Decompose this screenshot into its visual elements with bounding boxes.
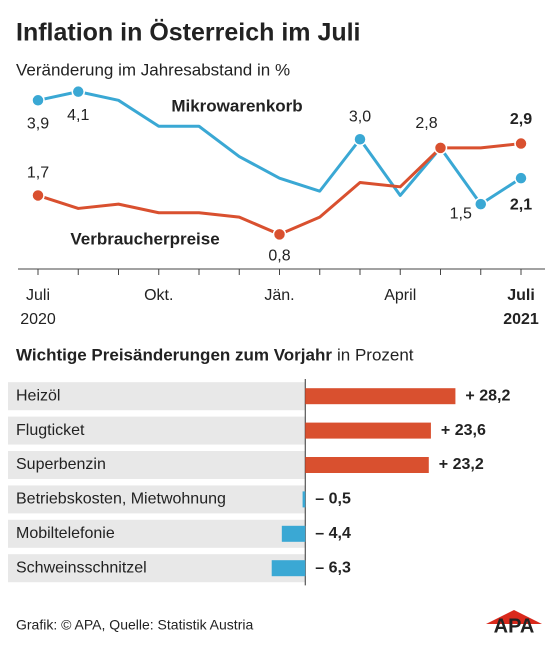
value-label: – 0,5 [315,491,351,508]
value-label: 0,8 [268,248,290,265]
bar [281,525,306,542]
value-label: 3,9 [27,116,49,133]
value-label: + 28,2 [465,387,510,404]
bar [302,491,306,508]
category-label: Flugticket [16,422,85,439]
point [474,197,488,211]
value-label: 1,5 [450,205,472,222]
unit: in Prozent [337,345,414,364]
x-tick-label: Juli 2021 [503,287,539,328]
bar [305,422,431,439]
point [353,132,367,146]
chart-subtitle: Veränderung im Jahresabstand in % [16,60,290,79]
value-label: 2,9 [510,111,532,128]
row-background [8,485,306,514]
row-background [8,519,306,548]
value-label: 2,8 [415,115,437,132]
bar [305,457,429,473]
logo-roof [486,610,542,624]
source: Grafik: © APA, Quelle: Statistik Austria [16,617,253,633]
value-label: + 23,6 [441,422,486,439]
point [71,84,85,99]
point [433,141,448,155]
row-background [8,451,306,479]
x-tick-label: April [384,287,416,304]
category-label: Schweinsschnitzel [16,559,147,576]
value-label: 4,1 [67,107,89,124]
category-label: Betriebskosten, Mietwohnung [16,491,226,508]
row-background [8,554,306,583]
category-label: Superbenzin [16,456,106,473]
value-label: 2,1 [510,196,532,213]
bar [271,560,306,577]
value-label: – 4,4 [315,525,351,542]
point [31,93,45,108]
series-label: Verbraucherpreise [70,229,219,248]
point [31,188,45,203]
x-tick-label: Juli 2020 [20,287,56,328]
row-background [8,416,306,445]
chart-title: Inflation in Österreich im Juli [16,18,361,47]
value-label: – 6,3 [315,559,351,576]
point [514,136,528,151]
x-tick-label: Okt. [144,287,173,304]
logo: APA [494,615,535,637]
point [514,171,528,185]
row-background [8,382,306,411]
x-tick-label: Jän. [264,287,294,304]
series-label: Mikrowarenkorb [171,96,302,115]
category-label: Heizöl [16,387,60,404]
category-label: Mobiltelefonie [16,525,115,542]
point [272,227,287,242]
value-label: 3,0 [349,108,371,125]
chart-title: Wichtige Preisänderungen zum Vorjahr [16,345,332,364]
value-label: 1,7 [27,165,49,182]
value-label: + 23,2 [439,456,484,473]
bar [305,388,456,405]
